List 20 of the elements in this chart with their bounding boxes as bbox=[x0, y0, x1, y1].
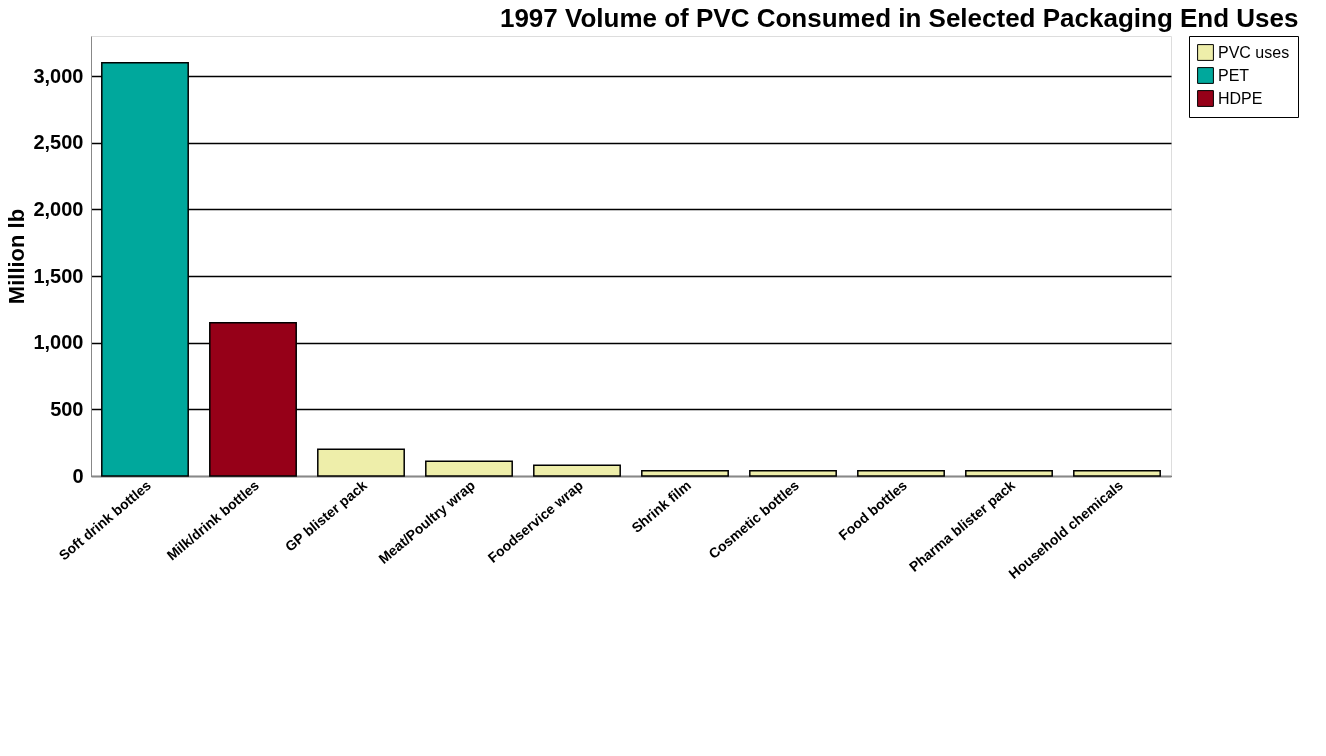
bar bbox=[641, 469, 729, 477]
y-tick-label: 500 bbox=[50, 397, 84, 420]
bar bbox=[533, 464, 621, 477]
chart-title: 1997 Volume of PVC Consumed in Selected Packaging End Uses bbox=[499, 2, 1299, 33]
bar bbox=[965, 469, 1053, 477]
y-axis-title: Million lb bbox=[4, 208, 30, 305]
y-tick-label: 1,000 bbox=[33, 331, 84, 354]
bar bbox=[749, 469, 837, 477]
legend-label: PET bbox=[1218, 66, 1250, 84]
legend-label: PVC uses bbox=[1218, 43, 1290, 61]
y-tick-label: 3,000 bbox=[33, 64, 84, 87]
bar bbox=[317, 448, 405, 477]
y-tick-label: 2,000 bbox=[33, 197, 84, 220]
y-tick-label: 1,500 bbox=[33, 264, 84, 287]
bar bbox=[857, 469, 945, 477]
bar bbox=[425, 460, 513, 477]
bar bbox=[1073, 469, 1161, 477]
legend-label: HDPE bbox=[1218, 89, 1263, 107]
y-tick-label: 2,500 bbox=[33, 131, 84, 154]
y-tick-label: 0 bbox=[72, 464, 84, 487]
